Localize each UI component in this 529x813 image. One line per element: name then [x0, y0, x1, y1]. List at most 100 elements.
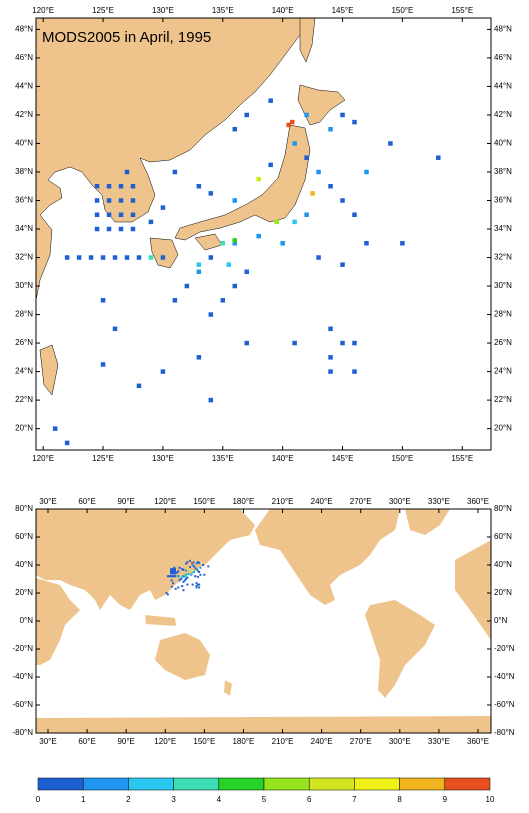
obs-cell [171, 568, 174, 571]
obs-cell [170, 575, 173, 578]
x-tick-label: 60°E [78, 497, 95, 506]
x-tick-label: 30°E [39, 737, 56, 746]
obs-cell [174, 575, 177, 578]
x-tick-label: 140°E [272, 6, 294, 15]
x-tick-label: 120°E [32, 6, 54, 15]
obs-cell [304, 155, 309, 160]
land-top [36, 18, 346, 396]
obs-cell [174, 568, 177, 571]
obs-cell [170, 579, 173, 582]
y-tick-label: -80°N [494, 728, 515, 737]
colorbar-label: 6 [307, 795, 312, 804]
obs-cell [186, 583, 189, 586]
obs-cell [195, 582, 198, 585]
obs-cell [190, 573, 193, 576]
x-tick-label: 145°E [332, 454, 354, 463]
x-tick-label: 90°E [117, 497, 134, 506]
obs-cell [196, 575, 199, 578]
obs-cell [194, 566, 197, 569]
obs-cell [196, 269, 202, 275]
x-tick-label: 140°E [272, 454, 294, 463]
obs-cell [364, 169, 369, 175]
colorbar-swatch [128, 777, 174, 791]
y-tick-label: 36°N [494, 196, 512, 205]
obs-cell [220, 298, 226, 303]
obs-cell [292, 340, 297, 346]
x-tick-label: 360°E [467, 497, 489, 506]
colorbar-label: 5 [262, 795, 267, 804]
obs-cell [191, 564, 194, 566]
obs-cell [352, 369, 357, 374]
obs-cell [304, 212, 309, 218]
x-tick-label: 145°E [332, 6, 354, 15]
obs-cell [172, 568, 175, 571]
x-tick-label: 120°E [154, 737, 176, 746]
obs-cell [256, 233, 261, 239]
y-tick-label: 32°N [15, 253, 33, 262]
obs-cell [191, 583, 194, 586]
obs-cell [181, 575, 184, 578]
colorbar-label: 10 [486, 795, 495, 804]
obs-cell [88, 255, 94, 260]
obs-cell [352, 340, 357, 346]
obs-cell [196, 561, 199, 564]
obs-cell [174, 572, 177, 575]
y-tick-label: -20°N [494, 644, 515, 653]
colorbar-label: 3 [171, 795, 176, 804]
x-tick-label: 150°E [193, 737, 215, 746]
obs-cell [118, 212, 124, 218]
x-tick-label: 135°E [212, 6, 234, 15]
y-tick-label: 40°N [15, 560, 33, 569]
x-tick-label: 130°E [152, 6, 174, 15]
colorbar-swatch [354, 777, 400, 791]
x-tick-label: 270°E [350, 737, 372, 746]
y-tick-label: 20°N [15, 424, 33, 433]
y-tick-label: 22°N [15, 395, 33, 404]
obs-cell [177, 586, 180, 589]
obs-cell [289, 119, 295, 125]
y-tick-label: 40°N [15, 139, 33, 148]
obs-cell [193, 568, 196, 571]
obs-cell [165, 592, 168, 594]
y-tick-label: -40°N [494, 672, 515, 681]
colorbar-swatch [82, 777, 129, 791]
obs-cell [182, 580, 185, 583]
obs-cell [124, 169, 130, 175]
obs-cell [352, 119, 357, 125]
obs-cell [192, 565, 195, 568]
obs-cell [268, 98, 273, 103]
obs-cell [182, 575, 185, 578]
obs-cell [184, 575, 187, 578]
obs-cell [198, 583, 201, 586]
obs-cell [112, 326, 118, 332]
x-tick-label: 90°E [117, 737, 134, 746]
obs-cell [172, 169, 178, 175]
obs-cell [244, 112, 249, 118]
obs-cell [187, 573, 190, 576]
y-tick-label: 38°N [15, 167, 33, 176]
colorbar-swatch [37, 777, 84, 791]
obs-cell [340, 112, 345, 118]
obs-cell [199, 573, 202, 576]
obs-cell [171, 571, 174, 573]
y-tick-label: 80°N [15, 504, 33, 513]
obs-cell [198, 561, 201, 564]
obs-cell [94, 183, 100, 189]
colorbar-label: 0 [36, 795, 41, 804]
obs-cell [232, 238, 238, 243]
obs-cell [292, 219, 297, 225]
obs-cell [64, 440, 70, 446]
obs-cell [192, 561, 195, 564]
obs-cell [177, 575, 180, 578]
x-tick-label: 240°E [311, 497, 333, 506]
obs-cell [286, 122, 291, 128]
obs-cell [175, 571, 178, 574]
y-tick-label: 20°N [15, 588, 33, 597]
obs-cell [195, 586, 198, 589]
y-tick-label: 80°N [494, 504, 512, 513]
x-tick-label: 155°E [451, 454, 473, 463]
obs-cell [185, 569, 188, 572]
colorbar-swatch [173, 777, 220, 791]
frame-top [35, 17, 492, 451]
y-tick-label: 44°N [15, 82, 33, 91]
